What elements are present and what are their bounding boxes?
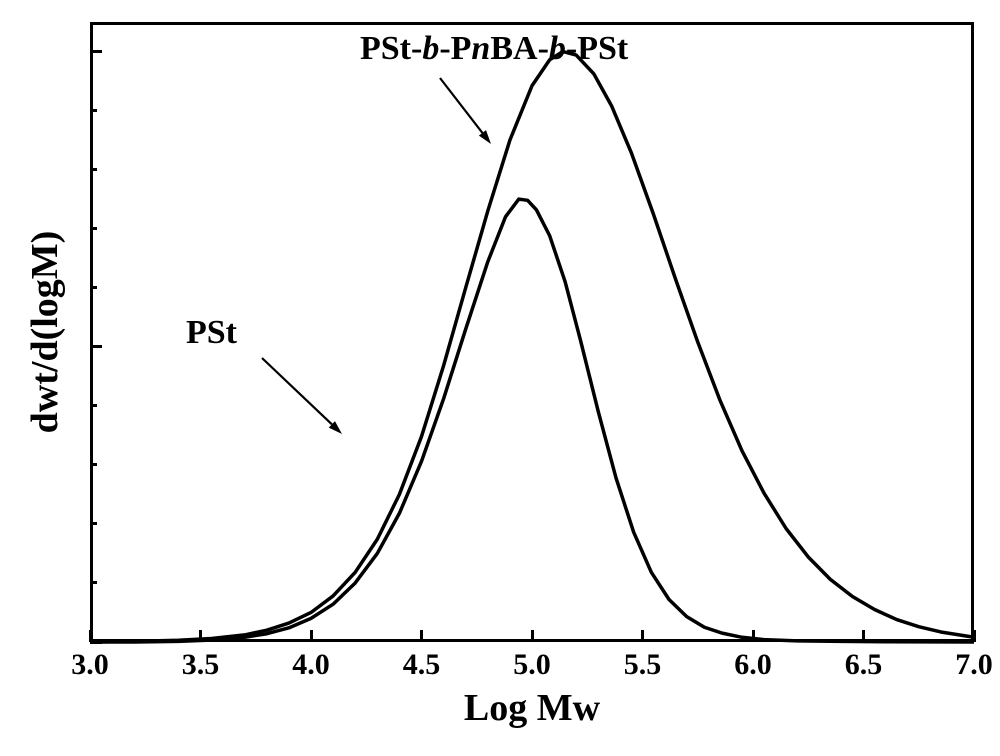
x-tick — [752, 630, 755, 642]
y-tick-minor — [90, 522, 97, 525]
y-tick-major — [90, 345, 102, 348]
y-tick-minor — [90, 168, 97, 171]
x-axis-label: Log Mw — [464, 686, 600, 730]
x-tick — [199, 630, 202, 642]
y-tick-minor — [90, 463, 97, 466]
x-tick-label: 6.0 — [734, 648, 772, 682]
x-tick-label: 3.5 — [182, 648, 220, 682]
y-tick-minor — [90, 227, 97, 230]
x-tick-label: 7.0 — [955, 648, 993, 682]
y-tick-minor — [90, 109, 97, 112]
x-tick — [310, 630, 313, 642]
x-tick-label: 6.5 — [845, 648, 883, 682]
figure: Log Mw dwt/d(logM) 3.0 3.5 4.0 4.5 5.0 5.5 6.0… — [0, 0, 1000, 756]
x-tick — [641, 630, 644, 642]
x-tick — [420, 630, 423, 642]
x-tick-label: 4.5 — [403, 648, 441, 682]
x-tick — [973, 630, 976, 642]
y-axis-label: dwt/d(logM) — [23, 231, 67, 434]
triblock-label: PSt-b-PnBA-b-PSt — [360, 30, 628, 68]
y-tick-major — [90, 50, 102, 53]
series-pst — [90, 199, 974, 642]
plot-svg — [0, 0, 1000, 756]
y-tick-minor — [90, 581, 97, 584]
y-tick-major — [90, 641, 102, 644]
x-tick — [862, 630, 865, 642]
x-tick-label: 5.0 — [513, 648, 551, 682]
x-tick — [531, 630, 534, 642]
y-tick-minor — [90, 286, 97, 289]
x-tick-label: 5.5 — [624, 648, 662, 682]
pst-label: PSt — [186, 314, 237, 352]
y-tick-minor — [90, 404, 97, 407]
pst-label-arrow — [262, 358, 332, 424]
x-tick-label: 3.0 — [71, 648, 109, 682]
triblock-label-arrow — [440, 78, 482, 133]
x-tick-label: 4.0 — [292, 648, 330, 682]
